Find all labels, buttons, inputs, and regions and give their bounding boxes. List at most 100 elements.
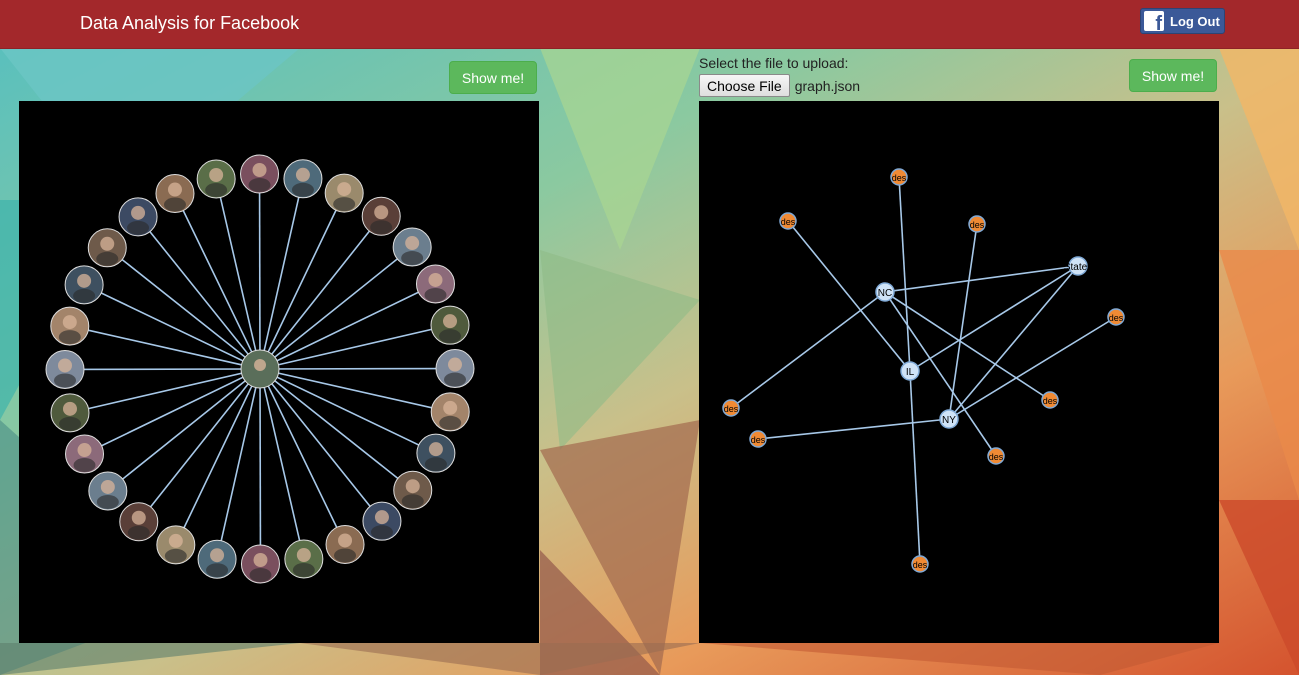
friend-avatar-body — [443, 372, 466, 387]
friend-avatar-face — [100, 479, 115, 494]
des-node-label: des — [781, 217, 796, 227]
friend-avatar-face — [295, 167, 310, 182]
friend-avatar-body — [163, 197, 186, 212]
show-me-button-left[interactable]: Show me! — [449, 61, 537, 94]
des-node[interactable] — [1107, 308, 1125, 326]
graph-link — [787, 220, 911, 372]
friend-link — [259, 368, 437, 454]
friend-avatar-face — [77, 443, 92, 458]
friend-avatar-face — [405, 479, 420, 494]
friend-avatar-face — [405, 236, 420, 251]
center-profile-face — [254, 359, 266, 371]
des-node-label: des — [989, 452, 1004, 462]
state-node[interactable] — [1068, 256, 1088, 276]
friend-avatar-body — [292, 563, 315, 578]
friend-link — [259, 215, 382, 370]
friend-avatar-body — [424, 457, 447, 472]
friend-avatar-face — [338, 533, 353, 548]
facebook-icon: f — [1144, 11, 1164, 31]
friend-avatar-body — [127, 525, 150, 540]
graph-link — [909, 265, 1079, 372]
graph-link — [884, 265, 1079, 293]
friend-avatar-body — [439, 329, 462, 344]
friend-avatar-body — [424, 287, 447, 302]
graph-link — [948, 223, 978, 420]
friend-link — [259, 324, 451, 370]
des-node[interactable] — [987, 447, 1005, 465]
friend-avatar-face — [443, 400, 458, 415]
state-node-label: States — [1064, 262, 1092, 273]
des-node[interactable] — [1041, 391, 1059, 409]
friend-avatar-face — [253, 552, 268, 567]
friend-avatar-face — [62, 401, 77, 416]
friend-avatar-body — [96, 251, 119, 266]
friend-avatar-face — [428, 442, 443, 457]
friend-avatar-face — [77, 273, 92, 288]
graph-link — [948, 316, 1117, 420]
graph-link — [884, 291, 997, 457]
app-title[interactable]: Data Analysis for Facebook — [80, 13, 300, 33]
graph-link — [948, 265, 1079, 420]
friend-avatar-body — [206, 563, 229, 578]
friend-link — [259, 368, 305, 560]
friend-avatar-body — [333, 197, 356, 212]
des-node[interactable] — [968, 215, 986, 233]
friend-avatar-face — [296, 548, 311, 563]
friend-link — [215, 178, 261, 370]
friend-avatar-face — [209, 167, 224, 182]
friend-link — [174, 193, 261, 370]
des-node-label: des — [751, 435, 766, 445]
friend-avatar-body — [73, 288, 96, 303]
friend-avatar-body — [401, 251, 424, 266]
friend-network-graph[interactable] — [19, 101, 539, 643]
friend-network-panel — [19, 101, 539, 643]
friend-avatar-face — [447, 357, 462, 372]
des-node[interactable] — [911, 555, 929, 573]
friend-link — [107, 368, 261, 492]
des-node[interactable] — [749, 430, 767, 448]
state-node[interactable] — [939, 409, 959, 429]
state-node-label: IL — [906, 367, 915, 378]
location-graph-panel: NC IL NY States des des des des des des des des des — [699, 101, 1219, 643]
graph-link — [730, 291, 886, 409]
des-node[interactable] — [779, 212, 797, 230]
friend-link — [106, 247, 261, 370]
state-node[interactable] — [900, 361, 920, 381]
des-node[interactable] — [890, 168, 908, 186]
friend-link — [216, 368, 261, 560]
location-graph[interactable]: NC IL NY States des des des des des des des des des — [699, 101, 1219, 643]
friend-avatar-face — [167, 182, 182, 197]
friend-avatar-body — [291, 182, 314, 197]
friend-link — [259, 178, 304, 370]
friend-avatar-body — [96, 494, 119, 509]
state-node-label: NY — [942, 415, 956, 426]
show-me-button-right[interactable]: Show me! — [1129, 59, 1217, 92]
friend-avatar-body — [248, 178, 271, 193]
friend-avatar-body — [334, 548, 357, 563]
friend-avatar-face — [428, 272, 443, 287]
des-node[interactable] — [722, 399, 740, 417]
state-node-label: NC — [878, 288, 892, 299]
friend-avatar-face — [252, 163, 267, 178]
selected-file-name: graph.json — [794, 77, 861, 94]
graph-link — [898, 176, 911, 372]
file-input: Choose File graph.json — [699, 74, 860, 97]
friend-link — [259, 368, 451, 413]
des-node-label: des — [970, 220, 985, 230]
des-node-label: des — [1043, 396, 1058, 406]
facebook-logout-button[interactable]: f Log Out — [1140, 8, 1225, 34]
friend-avatar-face — [131, 205, 146, 220]
choose-file-button[interactable]: Choose File — [699, 74, 790, 97]
friend-avatar-body — [401, 494, 424, 509]
friend-link — [69, 368, 261, 414]
friend-avatar-face — [337, 182, 352, 197]
state-node[interactable] — [875, 282, 895, 302]
friend-avatar-face — [168, 533, 183, 548]
friend-avatar-body — [127, 220, 150, 235]
friend-link — [259, 368, 383, 522]
friend-avatar-body — [58, 330, 81, 345]
friend-link — [259, 192, 345, 370]
friend-avatar-body — [439, 415, 462, 430]
upload-label: Select the file to upload: — [699, 55, 849, 71]
friend-link — [69, 325, 261, 370]
